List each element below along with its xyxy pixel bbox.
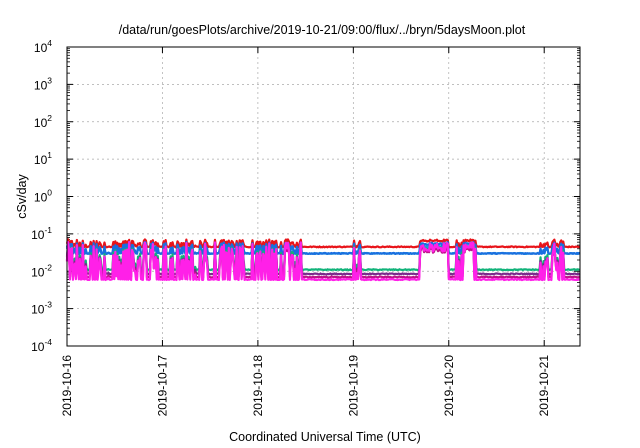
y-tick-base: 10 xyxy=(34,153,48,167)
y-tick-label: 103 xyxy=(34,75,52,92)
y-tick-exponent: 3 xyxy=(47,75,52,85)
y-tick-base: 10 xyxy=(34,78,48,92)
y-tick-exponent: -3 xyxy=(44,300,52,310)
series-line-6 xyxy=(65,240,581,282)
y-tick-label: 104 xyxy=(34,38,52,55)
x-axis-label: Coordinated Universal Time (UTC) xyxy=(229,430,421,444)
x-tick-label: 2019-10-19 xyxy=(346,355,360,417)
y-tick-exponent: 2 xyxy=(47,113,52,123)
y-tick-label: 100 xyxy=(34,188,52,205)
series-line-0 xyxy=(65,238,581,249)
grid xyxy=(66,46,580,347)
y-tick-label: 10-4 xyxy=(31,337,52,354)
y-tick-base: 10 xyxy=(31,228,45,242)
y-tick-base: 10 xyxy=(31,265,45,279)
y-tick-exponent: 4 xyxy=(47,38,52,48)
x-tick-label: 2019-10-16 xyxy=(60,355,74,417)
y-tick-base: 10 xyxy=(31,303,45,317)
x-tick-label: 2019-10-18 xyxy=(251,355,265,417)
y-tick-exponent: -2 xyxy=(44,262,52,272)
y-tick-label: 10-3 xyxy=(31,300,52,317)
y-tick-base: 10 xyxy=(34,116,48,130)
series-lines xyxy=(65,238,581,282)
y-tick-exponent: -4 xyxy=(44,337,52,347)
y-axis-label: cSv/day xyxy=(15,174,29,219)
x-tick-label: 2019-10-20 xyxy=(442,355,456,417)
y-tick-label: 101 xyxy=(34,150,52,167)
y-tick-base: 10 xyxy=(34,41,48,55)
y-tick-base: 10 xyxy=(34,191,48,205)
x-tick-label: 2019-10-21 xyxy=(537,355,551,417)
y-tick-exponent: 1 xyxy=(47,150,52,160)
x-tick-labels: 2019-10-16 2019-10-17 2019-10-18 2019-10-19… xyxy=(60,355,551,417)
y-tick-exponent: -1 xyxy=(44,225,52,235)
y-tick-label: 10-2 xyxy=(31,262,52,279)
chart-title: /data/run/goesPlots/archive/2019-10-21/0… xyxy=(119,23,526,37)
y-tick-label: 102 xyxy=(34,113,52,130)
y-tick-base: 10 xyxy=(31,340,45,354)
plot-frame xyxy=(66,46,581,347)
y-tick-label: 10-1 xyxy=(31,225,52,242)
y-tick-exponent: 0 xyxy=(47,188,52,198)
x-tick-label: 2019-10-17 xyxy=(155,355,169,417)
